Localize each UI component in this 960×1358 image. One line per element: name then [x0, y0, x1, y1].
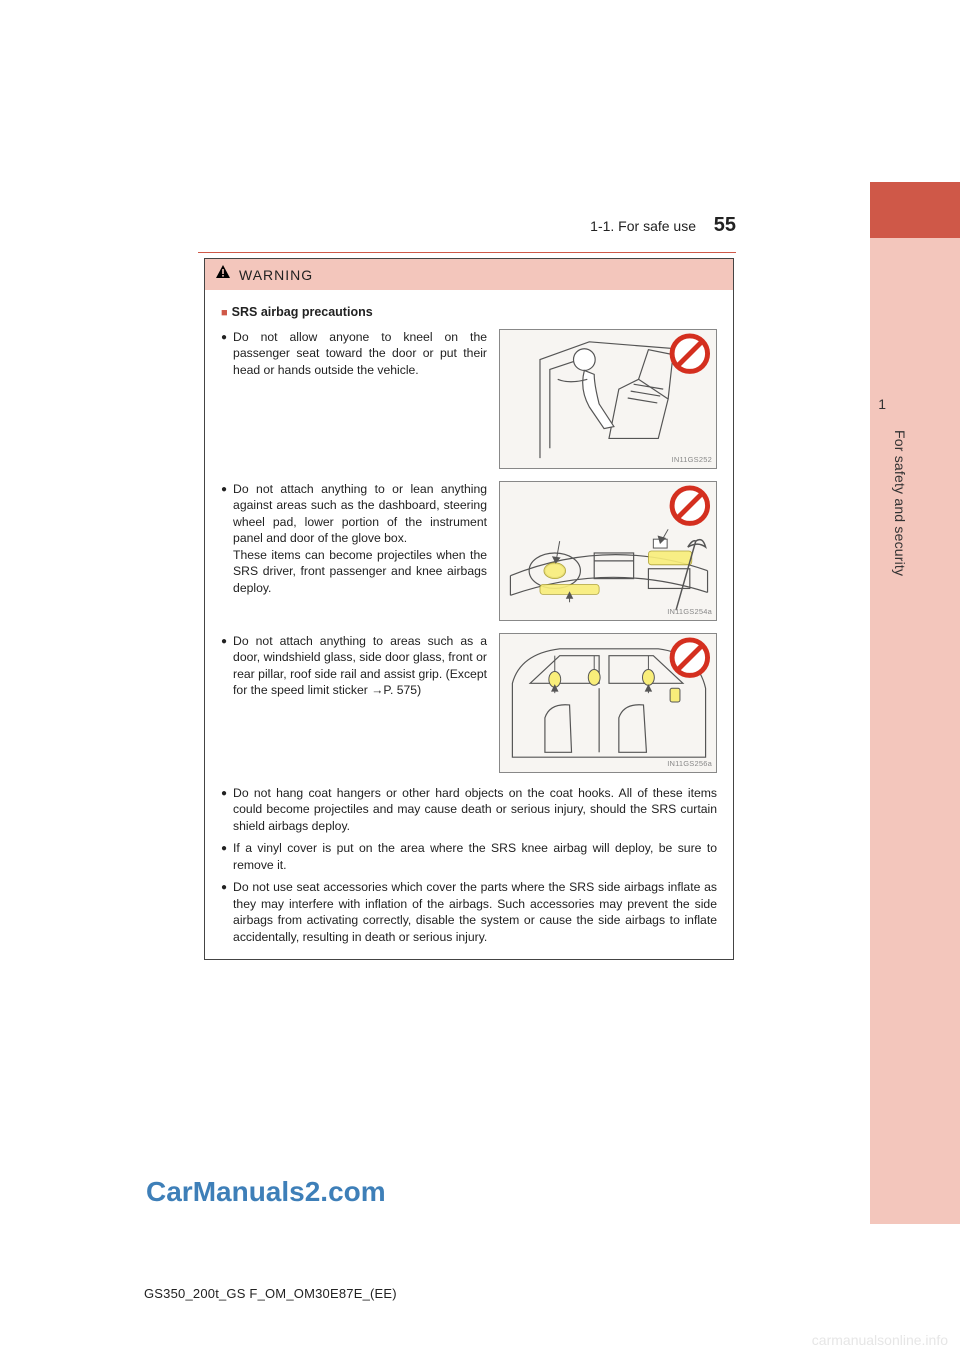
warning-icon [215, 264, 231, 285]
header-rule [198, 252, 736, 253]
bullet-dot-icon: ● [221, 329, 227, 378]
page-number: 55 [714, 214, 736, 237]
watermark-carmanualsonline: carmanualsonline.info [812, 1332, 948, 1348]
section-path: 1-1. For safe use [590, 218, 696, 234]
warning-item: ● Do not allow anyone to kneel on the pa… [221, 329, 717, 469]
page-header: 1-1. For safe use 55 [0, 218, 736, 242]
warning-item: ● Do not attach anything to areas such a… [221, 633, 717, 773]
side-tab-bg [870, 182, 960, 1224]
figure-caption: IN11GS252 [672, 455, 712, 465]
warning-item-text-wrap: ● Do not attach anything to or lean anyt… [221, 481, 487, 621]
square-bullet-icon: ■ [221, 307, 228, 319]
warning-item: ● Do not attach anything to or lean anyt… [221, 481, 717, 621]
bullet: ● Do not use seat accessories which cove… [221, 879, 717, 945]
footer-doc-id: GS350_200t_GS F_OM_OM30E87E_(EE) [144, 1286, 397, 1301]
bullet-text: Do not attach anything to or lean anythi… [233, 481, 487, 596]
warning-section-title: ■ SRS airbag precautions [221, 304, 717, 321]
chapter-number: 1 [878, 396, 886, 412]
bullet-text: If a vinyl cover is put on the area wher… [233, 840, 717, 873]
bullet: ● Do not hang coat hangers or other hard… [221, 785, 717, 834]
page: 1 For safety and security 1-1. For safe … [0, 0, 960, 1358]
bullet-dot-icon: ● [221, 633, 227, 699]
warning-box: WARNING ■ SRS airbag precautions ● Do not… [204, 258, 734, 960]
bullet-text: Do not allow anyone to kneel on the pass… [233, 329, 487, 378]
watermark-carmanuals2: CarManuals2.com [146, 1176, 386, 1208]
warning-section-title-text: SRS airbag precautions [232, 305, 373, 319]
bullet: ● Do not allow anyone to kneel on the pa… [221, 329, 487, 378]
figure-caption: IN11GS256a [667, 759, 712, 769]
bullet: ● If a vinyl cover is put on the area wh… [221, 840, 717, 873]
bullet-dot-icon: ● [221, 481, 227, 596]
figure-dashboard: IN11GS254a [499, 481, 717, 621]
bullet-dot-icon: ● [221, 785, 227, 834]
bullet-dot-icon: ● [221, 840, 227, 873]
bullet: ● Do not attach anything to areas such a… [221, 633, 487, 699]
figure-kneeling: IN11GS252 [499, 329, 717, 469]
bullet-text: Do not use seat accessories which cover … [233, 879, 717, 945]
warning-body: ■ SRS airbag precautions ● Do not allow a… [205, 290, 733, 959]
bullet-dot-icon: ● [221, 879, 227, 945]
bullet-text: Do not attach anything to areas such as … [233, 633, 487, 699]
bullet: ● Do not attach anything to or lean anyt… [221, 481, 487, 596]
warning-item-text-wrap: ● Do not attach anything to areas such a… [221, 633, 487, 773]
figure-interior-pillars: IN11GS256a [499, 633, 717, 773]
figure-caption: IN11GS254a [667, 607, 712, 617]
warning-label: WARNING [239, 267, 313, 283]
warning-item-text-wrap: ● Do not allow anyone to kneel on the pa… [221, 329, 487, 469]
warning-header: WARNING [205, 259, 733, 290]
side-tab-accent [870, 182, 960, 238]
bullet-text: Do not hang coat hangers or other hard o… [233, 785, 717, 834]
chapter-label: For safety and security [892, 430, 908, 576]
